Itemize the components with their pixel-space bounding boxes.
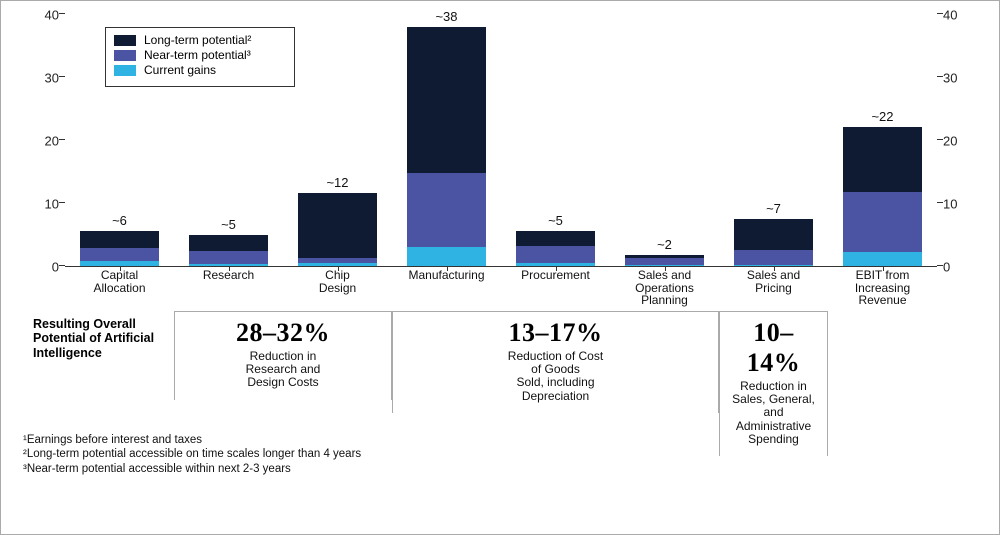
bar: ~12 [298,193,376,266]
bar-top-value: ~5 [221,217,236,232]
bar-top-value: ~12 [326,175,348,190]
bar: ~6 [80,231,158,266]
summary-description: Reduction inResearch andDesign Costs [185,350,381,390]
plot: ~6 ~5 ~12 ~38 ~5 ~2 ~7 ~22 [65,15,937,267]
tickmark [59,139,65,140]
bar-segment-nearterm [80,248,158,261]
x-axis-label: Research [174,267,283,305]
x-axis-label: Manufacturing [392,267,501,305]
bar-segment-longterm [298,193,376,259]
bar-slot: ~5 [501,15,610,266]
y-tick-left: 30 [31,71,59,86]
bar-segment-nearterm [407,173,485,247]
footnote: ¹Earnings before interest and taxes [23,433,977,447]
summary-percent: 28–32% [185,318,381,348]
y-tick-right: 20 [943,134,971,149]
tickmark [59,265,65,266]
bar-segment-nearterm [189,251,267,264]
bar-top-value: ~7 [766,201,781,216]
bar-top-value: ~5 [548,213,563,228]
bar-top-value: ~2 [657,237,672,252]
summary-box: 28–32%Reduction inResearch andDesign Cos… [174,311,392,400]
summary-description: Reduction inSales, General,and Administr… [730,380,817,446]
bars-container: ~6 ~5 ~12 ~38 ~5 ~2 ~7 ~22 [65,15,937,266]
bar: ~38 [407,27,485,266]
summary-row: Resulting Overall Potential of Artificia… [31,311,971,421]
bar: ~7 [734,219,812,266]
bar-slot: ~7 [719,15,828,266]
bar-slot: ~22 [828,15,937,266]
bar-segment-current [843,252,921,266]
footnote: ²Long-term potential accessible on time … [23,447,977,461]
x-axis-label: CapitalAllocation [65,267,174,305]
bar-segment-nearterm [516,246,594,262]
bar-segment-longterm [189,235,267,251]
bar-segment-longterm [734,219,812,250]
x-axis-label: EBIT fromIncreasingRevenue [828,267,937,305]
bar-slot: ~5 [174,15,283,266]
y-tick-right: 30 [943,71,971,86]
summary-description: Reduction of Costof GoodsSold, including… [403,350,708,403]
bar-top-value: ~22 [871,109,893,124]
summary-groups: 28–32%Reduction inResearch andDesign Cos… [181,311,971,421]
tickmark [59,76,65,77]
bar-segment-nearterm [843,192,921,252]
bar-top-value: ~38 [435,9,457,24]
y-tick-left: 10 [31,197,59,212]
bar: ~2 [625,255,703,266]
bar-slot: ~38 [392,15,501,266]
bar-segment-longterm [407,27,485,173]
tickmark [59,13,65,14]
bar-segment-longterm [80,231,158,249]
summary-percent: 10–14% [730,318,817,378]
bar: ~22 [843,127,921,266]
bar: ~5 [189,235,267,266]
bar-top-value: ~6 [112,213,127,228]
summary-box: 13–17%Reduction of Costof GoodsSold, inc… [392,311,719,413]
bar-segment-nearterm [734,250,812,264]
y-tick-right: 0 [943,260,971,275]
x-axis-label: ChipDesign [283,267,392,305]
y-tick-left: 40 [31,8,59,23]
bar-slot: ~6 [65,15,174,266]
footnotes: ¹Earnings before interest and taxes²Long… [23,433,977,476]
x-axis-labels: CapitalAllocationResearchChipDesignManuf… [65,267,937,305]
chart-frame: Long-term potential²Near-term potential³… [0,0,1000,535]
bar-segment-current [407,247,485,266]
y-tick-left: 20 [31,134,59,149]
x-axis-label: Procurement [501,267,610,305]
summary-box: 10–14%Reduction inSales, General,and Adm… [719,311,828,456]
tickmark [59,202,65,203]
summary-percent: 13–17% [403,318,708,348]
bar: ~5 [516,231,594,266]
chart-area: Long-term potential²Near-term potential³… [31,15,971,305]
bar-slot: ~12 [283,15,392,266]
x-axis-label: Sales andPricing [719,267,828,305]
y-tick-right: 40 [943,8,971,23]
bar-segment-longterm [843,127,921,191]
x-axis-label: Sales andOperationsPlanning [610,267,719,305]
y-tick-right: 10 [943,197,971,212]
footnote: ³Near-term potential accessible within n… [23,462,977,476]
bar-segment-nearterm [625,258,703,265]
bar-segment-longterm [516,231,594,246]
bar-slot: ~2 [610,15,719,266]
summary-lead-label: Resulting Overall Potential of Artificia… [31,311,181,421]
y-tick-left: 0 [31,260,59,275]
